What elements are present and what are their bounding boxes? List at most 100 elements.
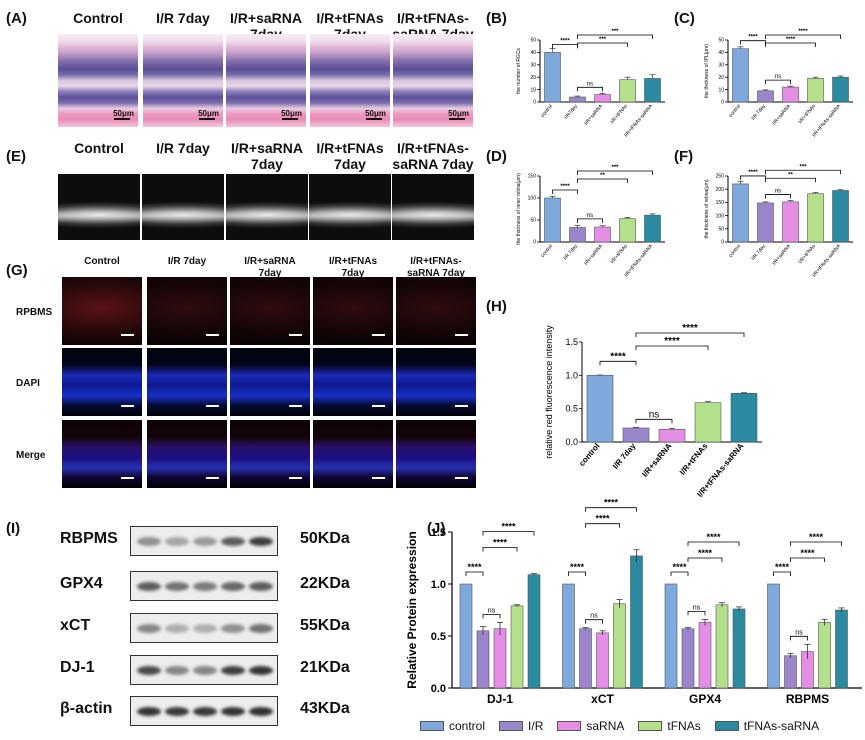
chart-h: 0.0 0.5 1.0 1.5 relative red fluorescence in… bbox=[544, 323, 762, 499]
wb-band bbox=[193, 537, 217, 546]
significance-label: **** bbox=[493, 538, 508, 548]
significance-label: **** bbox=[664, 336, 680, 347]
col-title-g-4: I/R+tFNAs-saRNA 7day bbox=[407, 256, 465, 279]
fl-image-r2-c4 bbox=[396, 420, 476, 488]
y-axis-label: the thickness of retina(μm) bbox=[704, 179, 710, 238]
scale-bar bbox=[366, 118, 382, 120]
significance-bracket bbox=[577, 42, 628, 47]
y-tick-label: 50 bbox=[718, 226, 724, 232]
panel-label-j: (J) bbox=[427, 520, 446, 537]
significance-bracket bbox=[635, 418, 673, 424]
bar-2 bbox=[594, 226, 611, 243]
x-tick-label: I/R 7day bbox=[562, 243, 579, 262]
significance-label: **** bbox=[706, 532, 721, 542]
y-axis-label: relative red fluorescence intensity bbox=[544, 325, 554, 459]
bar-1 bbox=[569, 96, 586, 103]
y-tick-label: 0.0 bbox=[565, 437, 578, 447]
significance-bracket bbox=[577, 34, 653, 39]
bar-2 bbox=[658, 429, 686, 443]
significance-bracket bbox=[482, 547, 518, 552]
significance-label: ns bbox=[587, 81, 593, 87]
wb-band bbox=[249, 666, 273, 675]
legend-item-tFNAs-saRNA: tFNAs-saRNA bbox=[714, 719, 819, 733]
scale-bar bbox=[206, 334, 219, 336]
scale-bar bbox=[449, 118, 465, 120]
bar-0 bbox=[544, 197, 561, 243]
bar-tFNAs-saRNA bbox=[835, 609, 848, 689]
bar-4 bbox=[730, 393, 758, 443]
bar-3 bbox=[619, 218, 636, 243]
bar-I/R bbox=[681, 628, 695, 689]
wb-label-4: β-actin bbox=[60, 700, 113, 717]
bar-0 bbox=[732, 183, 749, 243]
bar-tFNAs bbox=[613, 603, 626, 689]
fl-row-label-0: RPBMS bbox=[16, 307, 53, 318]
significance-bracket bbox=[552, 44, 578, 49]
significance-label: **** bbox=[798, 29, 808, 35]
significance-bracket bbox=[577, 86, 603, 92]
x-tick-label: I/R+tFNAs bbox=[610, 103, 630, 125]
y-tick-label: 40 bbox=[530, 50, 536, 56]
oct-image-2 bbox=[226, 174, 308, 240]
bar-saRNA bbox=[596, 632, 609, 689]
significance-bracket bbox=[635, 345, 709, 350]
scale-bar bbox=[372, 477, 385, 479]
scale-bar bbox=[121, 405, 134, 407]
wb-band bbox=[165, 666, 189, 675]
he-image-3: 50μm bbox=[310, 34, 390, 127]
x-tick-label: control bbox=[540, 243, 554, 258]
y-tick-label: 200 bbox=[716, 187, 725, 193]
significance-label: ns bbox=[488, 607, 496, 614]
significance-bracket bbox=[790, 635, 808, 641]
bar-4 bbox=[644, 214, 661, 243]
significance-bracket bbox=[773, 571, 791, 576]
legend-swatch bbox=[714, 721, 739, 731]
oct-image-1 bbox=[142, 174, 224, 240]
y-tick-label: 10 bbox=[718, 87, 724, 93]
y-tick-label: 0 bbox=[533, 100, 536, 106]
bar-2 bbox=[782, 201, 799, 243]
wb-band bbox=[193, 707, 217, 716]
scale-bar-label: 50μm bbox=[281, 109, 302, 118]
y-tick-label: 0.5 bbox=[431, 631, 446, 643]
fl-image-r2-c1 bbox=[147, 420, 227, 488]
legend-swatch bbox=[638, 721, 663, 731]
y-tick-label: 150 bbox=[716, 200, 725, 206]
significance-label: **** bbox=[672, 562, 687, 572]
x-tick-label: GPX4 bbox=[689, 692, 721, 706]
wb-band bbox=[221, 582, 245, 591]
significance-bracket bbox=[687, 541, 740, 546]
wb-band bbox=[165, 582, 189, 591]
legend-label: control bbox=[449, 719, 486, 733]
bar-4 bbox=[832, 190, 849, 243]
legend-item-tFNAs: tFNAs bbox=[638, 719, 701, 733]
scale-bar bbox=[372, 405, 385, 407]
y-axis-label: Relative Protein expression bbox=[405, 531, 419, 688]
y-tick-label: 30 bbox=[718, 62, 724, 68]
bar-saRNA bbox=[493, 628, 507, 689]
wb-band bbox=[249, 707, 273, 716]
panel-label-c: (C) bbox=[674, 10, 695, 27]
fl-image-r2-c0 bbox=[62, 420, 142, 488]
col-title-e-1: I/R 7day bbox=[156, 140, 210, 156]
col-title-a-0: Control bbox=[73, 10, 123, 26]
wb-blot-1 bbox=[130, 571, 278, 601]
fl-image-r2-c3 bbox=[313, 420, 393, 488]
y-tick-label: 100 bbox=[716, 213, 725, 219]
x-tick-label: control bbox=[728, 103, 742, 118]
significance-bracket bbox=[577, 170, 653, 175]
wb-band bbox=[221, 707, 245, 716]
fl-image-r2-c2 bbox=[230, 420, 310, 488]
scale-bar bbox=[121, 477, 134, 479]
significance-label: **** bbox=[604, 498, 619, 508]
y-tick-label: 0 bbox=[721, 100, 724, 106]
scale-bar bbox=[372, 334, 385, 336]
fl-image-r1-c3 bbox=[313, 348, 393, 416]
significance-label: ns bbox=[693, 604, 701, 611]
x-tick-label: I/R+tFNAs bbox=[678, 441, 710, 477]
significance-bracket bbox=[687, 610, 706, 616]
wb-band bbox=[165, 707, 189, 716]
significance-label: ns bbox=[795, 629, 803, 636]
significance-bracket bbox=[599, 360, 637, 366]
bar-1 bbox=[622, 427, 650, 443]
